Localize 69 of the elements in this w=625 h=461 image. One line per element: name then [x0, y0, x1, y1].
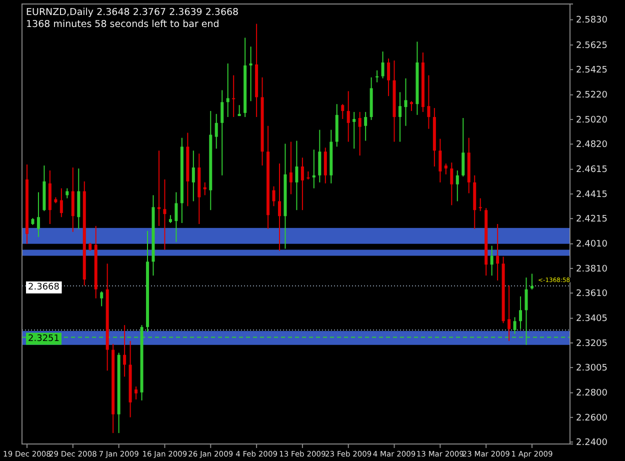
y-tick-label: 2.2400 — [576, 438, 608, 448]
candlestick — [249, 46, 252, 102]
candlestick — [519, 296, 522, 330]
candlestick — [278, 163, 281, 252]
candlestick — [364, 111, 368, 142]
y-tick-label: 2.3005 — [576, 363, 608, 374]
candlestick — [478, 198, 482, 212]
candlestick — [203, 182, 206, 196]
text: 1368 minutes 58 seconds left to bar end — [26, 19, 220, 30]
candlestick — [438, 138, 442, 183]
candlestick — [324, 147, 327, 184]
candlestick — [163, 178, 166, 250]
candlestick — [272, 186, 276, 207]
candlestick — [387, 58, 390, 97]
ref-line-label: 2.3668 — [28, 282, 60, 292]
candlestick — [232, 74, 236, 118]
candlestick — [214, 113, 218, 150]
candlestick — [123, 324, 126, 378]
candlestick — [312, 149, 316, 189]
candlestick — [100, 290, 104, 307]
candlestick — [352, 111, 356, 150]
candlestick — [508, 284, 511, 342]
y-tick-label: 2.4415 — [576, 190, 608, 200]
candlestick — [456, 170, 459, 202]
candlestick — [496, 224, 500, 282]
candlestick — [462, 118, 465, 177]
candlestick — [358, 111, 362, 156]
candlestick — [220, 90, 224, 176]
candlestick — [295, 140, 298, 211]
candlestick — [513, 316, 516, 334]
y-tick-label: 2.3405 — [576, 314, 608, 324]
y-tick-label: 2.3610 — [576, 288, 608, 299]
y-tick-label: 2.2800 — [576, 388, 608, 399]
ref-line-label: 2.3251 — [28, 334, 60, 344]
candlestick — [341, 104, 344, 120]
candlestick — [300, 157, 304, 211]
y-tick-label: 2.2600 — [576, 413, 608, 424]
candlestick — [427, 74, 430, 130]
y-tick-label: 2.5425 — [576, 66, 608, 76]
y-tick-label: 2.5830 — [576, 16, 608, 26]
candlestick — [192, 150, 195, 202]
candlestick — [174, 192, 178, 242]
candlestick — [444, 163, 448, 175]
y-tick-label: 2.4615 — [576, 165, 608, 176]
candlestick — [376, 70, 379, 83]
candlestick — [450, 162, 454, 206]
y-tick-label: 2.3810 — [576, 264, 608, 274]
y-tick-label: 2.5220 — [576, 90, 608, 101]
candlestick — [404, 78, 408, 126]
candlestick — [530, 273, 534, 290]
candlestick — [318, 129, 322, 183]
candlestick — [398, 92, 402, 142]
candlestick — [226, 62, 230, 118]
candlestick — [490, 245, 494, 276]
y-tick-label: 2.4215 — [576, 214, 608, 224]
candlestick — [381, 51, 384, 79]
candlestick — [36, 192, 40, 238]
candlestick — [410, 100, 413, 112]
y-tick-label: 2.3205 — [576, 338, 608, 349]
y-tick-label: 2.5625 — [576, 40, 608, 51]
candlestick — [60, 188, 63, 218]
candlestick — [134, 386, 138, 400]
y-tick-label: 2.4820 — [576, 140, 608, 150]
chart-title: EURNZD,Daily 2.3648 2.3767 2.3639 2.3668 — [26, 7, 239, 18]
candlestick — [346, 90, 350, 142]
y-tick-label: 2.4010 — [576, 240, 608, 250]
candlestick — [289, 141, 292, 195]
candlestick — [157, 150, 160, 226]
y-tick-label: 2.5020 — [576, 115, 608, 126]
